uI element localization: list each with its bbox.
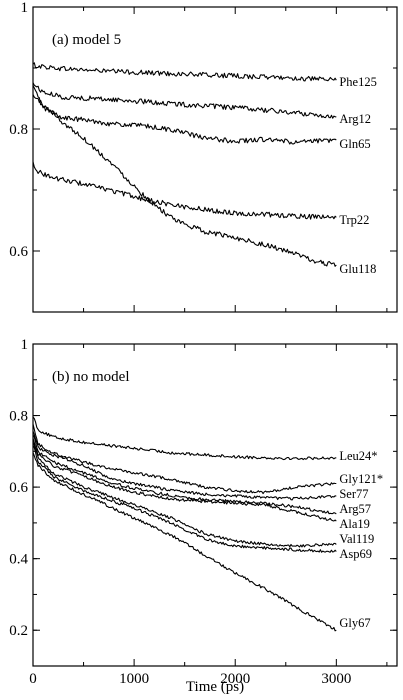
panel-b-x-tick-label: 0 bbox=[29, 671, 37, 687]
panel-b-plot-frame bbox=[32, 343, 398, 667]
panel-b: (b) no model 0.2 0.4 0.6 0.8 1 0 1000 2000 3000… bbox=[9, 337, 398, 695]
panel-b-y-tick-label: 1 bbox=[21, 337, 29, 353]
panel-a-plot-frame bbox=[32, 6, 398, 313]
series-label-ala19: Ala19 bbox=[339, 517, 370, 531]
series-label-gly67: Gly67 bbox=[339, 616, 370, 630]
series-label-ser77: Ser77 bbox=[339, 487, 368, 501]
panel-b-x-tick-label: 2000 bbox=[220, 671, 250, 687]
panel-b-x-tick-label: 1000 bbox=[119, 671, 149, 687]
series-line-ala19 bbox=[32, 438, 337, 522]
series-line-arg12 bbox=[32, 82, 337, 119]
series-line-ser77 bbox=[32, 431, 337, 501]
panel-a-y-ticks: 0.6 0.8 1 bbox=[9, 0, 397, 260]
panel-b-y-tick-label: 0.8 bbox=[9, 409, 28, 425]
series-label-leu24: Leu24* bbox=[339, 449, 377, 463]
series-line-phe125 bbox=[32, 62, 337, 82]
series-label-phe125: Phe125 bbox=[339, 75, 377, 89]
series-line-glu118 bbox=[32, 94, 337, 267]
panel-a: (a) model 5 0.6 0.8 1 Phe125 Arg12 Gln65 Trp2… bbox=[9, 0, 398, 313]
panel-a-series-labels: Phe125 Arg12 Gln65 Trp22 Glu118 bbox=[339, 75, 377, 276]
series-line-gly121 bbox=[32, 423, 337, 495]
panel-b-x-ticks: 0 1000 2000 3000 bbox=[29, 344, 388, 687]
panel-b-x-tick-label: 3000 bbox=[321, 671, 351, 687]
series-line-gly67 bbox=[32, 452, 337, 632]
series-line-gln65 bbox=[32, 85, 337, 145]
panel-b-y-tick-label: 0.6 bbox=[9, 480, 28, 496]
panel-b-x-axis-label: Time (ps) bbox=[186, 679, 244, 695]
panel-a-series-lines bbox=[32, 62, 337, 267]
series-line-trp22 bbox=[32, 161, 337, 220]
series-label-arg12: Arg12 bbox=[339, 112, 371, 126]
series-label-gly121: Gly121* bbox=[339, 472, 383, 486]
series-line-asp69 bbox=[32, 445, 337, 553]
series-label-val119: Val119 bbox=[339, 532, 374, 546]
series-line-val119 bbox=[32, 441, 337, 548]
series-line-arg57 bbox=[32, 434, 337, 515]
panel-b-y-ticks: 0.2 0.4 0.6 0.8 1 bbox=[9, 337, 397, 639]
panel-a-y-tick-label: 0.8 bbox=[9, 122, 28, 138]
panel-b-series-lines bbox=[32, 416, 337, 632]
panel-a-title: (a) model 5 bbox=[52, 32, 121, 48]
panel-b-y-tick-label: 0.2 bbox=[9, 623, 28, 639]
series-label-trp22: Trp22 bbox=[339, 213, 369, 227]
panel-a-y-tick-label: 0.6 bbox=[9, 244, 28, 260]
series-label-arg57: Arg57 bbox=[339, 502, 371, 516]
panel-b-y-tick-label: 0.4 bbox=[9, 552, 28, 568]
panel-a-x-ticks bbox=[32, 7, 388, 312]
panel-b-title: (b) no model bbox=[52, 369, 129, 385]
series-line-leu24 bbox=[32, 416, 337, 461]
series-label-glu118: Glu118 bbox=[339, 262, 376, 276]
series-label-gln65: Gln65 bbox=[339, 137, 370, 151]
panel-a-y-tick-label: 1 bbox=[21, 0, 29, 16]
series-label-asp69: Asp69 bbox=[339, 547, 372, 561]
